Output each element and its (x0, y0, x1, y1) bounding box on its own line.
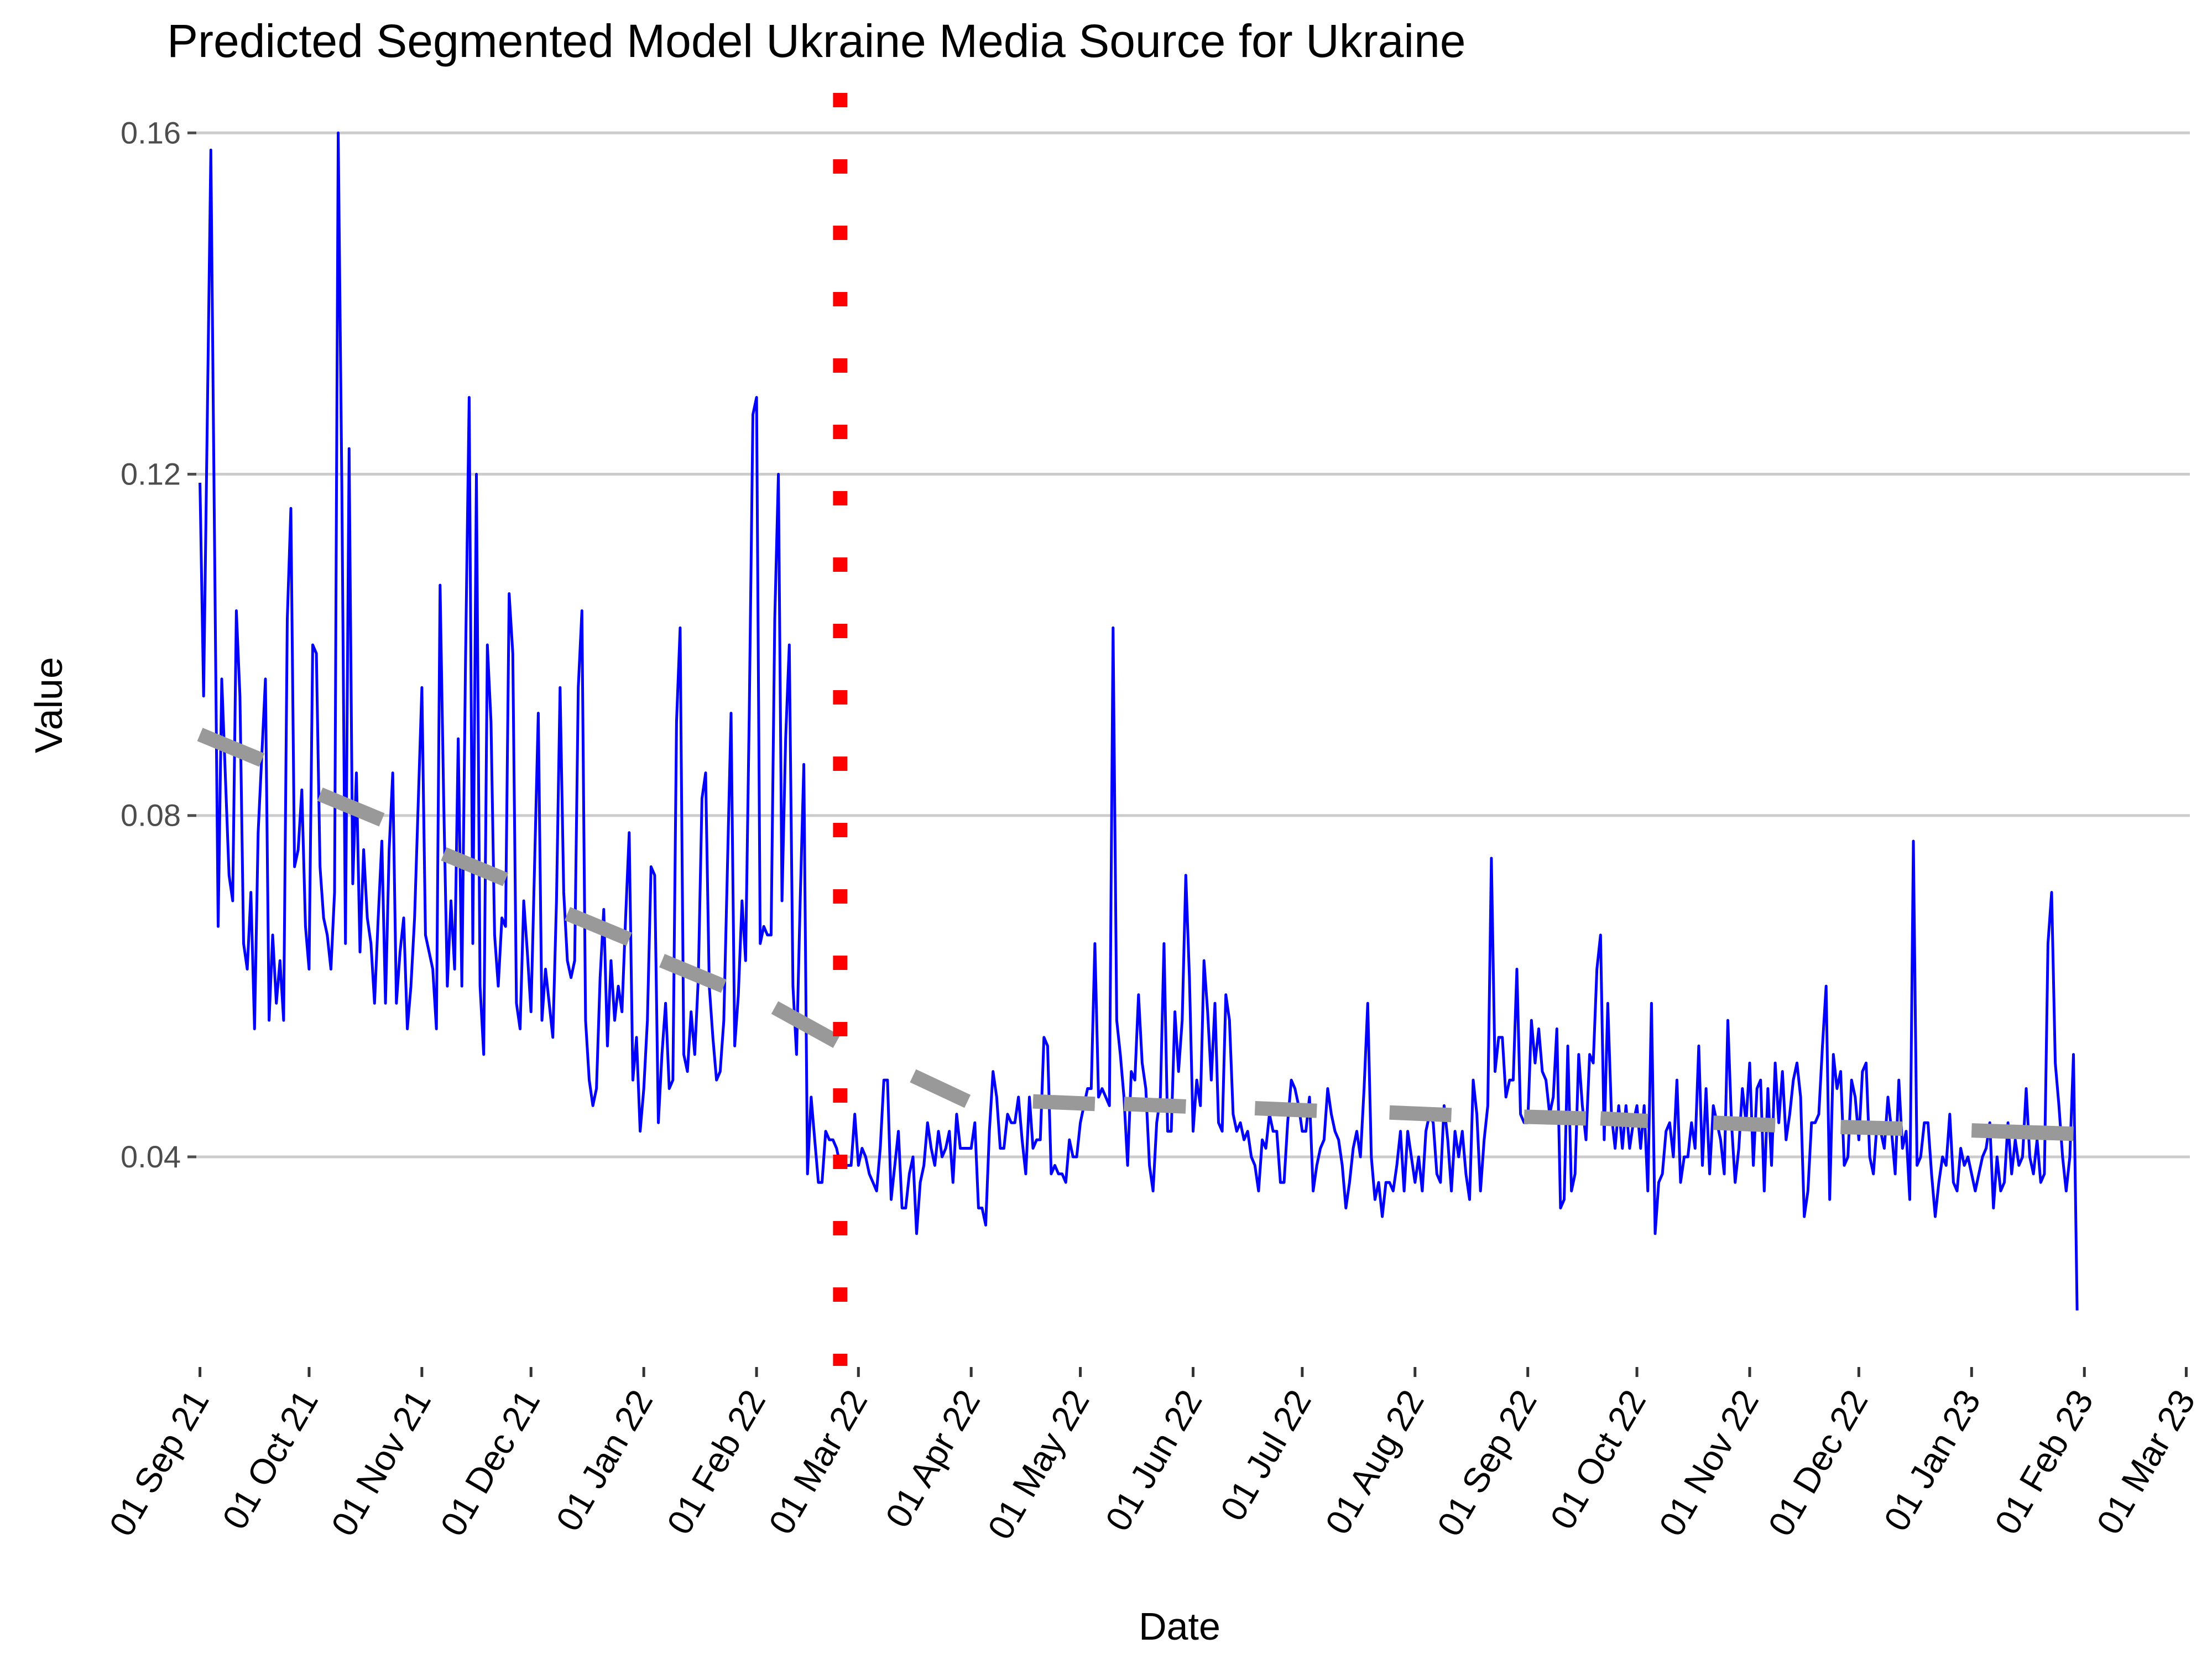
x-tick-label-2: 01 Nov 21 (324, 1383, 439, 1543)
chart-title: Predicted Segmented Model Ukraine Media … (167, 15, 1466, 67)
y-tick-label-0: 0.04 (121, 1139, 181, 1174)
y-tick-label-2: 0.12 (121, 457, 181, 492)
x-tick-label-15: 01 Dec 22 (1760, 1383, 1875, 1543)
x-tick-label-6: 01 Mar 22 (761, 1383, 875, 1541)
y-axis-title: Value (27, 657, 70, 753)
fitted-segment-9 (1254, 1101, 1317, 1118)
x-tick-label-1: 01 Oct 21 (215, 1383, 326, 1536)
fitted-segment-8 (1123, 1097, 1186, 1114)
fitted-segment-3 (565, 907, 632, 946)
x-tick-label-10: 01 Jul 22 (1213, 1383, 1319, 1527)
x-tick-label-18: 01 Mar 23 (2089, 1383, 2203, 1541)
fitted-segment-5 (771, 1001, 841, 1048)
x-tick-label-17: 01 Feb 23 (1987, 1383, 2101, 1541)
x-tick-label-5: 01 Feb 22 (659, 1383, 773, 1541)
fitted-segment-13 (1713, 1115, 1776, 1133)
fitted-segment-15 (1971, 1123, 2074, 1141)
y-axis: 0.04 0.08 0.12 0.16 (121, 115, 196, 1174)
x-tick-label-9: 01 Jun 22 (1098, 1383, 1210, 1537)
x-tick-label-12: 01 Sep 22 (1430, 1383, 1545, 1543)
fitted-segment-11 (1524, 1109, 1587, 1126)
fitted-segment-1 (317, 787, 385, 827)
fitted-segment-2 (441, 847, 509, 886)
fitted-segment-10 (1389, 1105, 1452, 1123)
x-tick-label-7: 01 Apr 22 (878, 1383, 988, 1534)
x-axis-title: Date (1139, 1605, 1220, 1648)
x-tick-label-0: 01 Sep 21 (101, 1383, 216, 1543)
fitted-segment-0 (197, 728, 265, 767)
y-tick-label-1: 0.08 (121, 798, 181, 833)
x-tick-label-3: 01 Dec 21 (432, 1383, 547, 1543)
observed-series-line (199, 131, 2079, 1311)
x-tick-label-13: 01 Oct 22 (1542, 1383, 1653, 1536)
fitted-segments (197, 728, 2074, 1141)
x-tick-label-16: 01 Jan 23 (1876, 1383, 1989, 1537)
fitted-segment-6 (910, 1069, 971, 1108)
fitted-segment-7 (1032, 1094, 1095, 1112)
fitted-segment-4 (659, 954, 727, 993)
gridlines (196, 131, 2190, 1159)
observed-series (199, 131, 2079, 1311)
fitted-segment-14 (1840, 1119, 1903, 1136)
x-tick-label-11: 01 Aug 22 (1317, 1383, 1431, 1541)
y-tick-label-3: 0.16 (121, 115, 181, 150)
fitted-segment-12 (1600, 1111, 1648, 1129)
x-tick-label-14: 01 Nov 22 (1651, 1383, 1766, 1543)
x-tick-label-8: 01 May 22 (980, 1383, 1097, 1546)
x-tick-label-4: 01 Jan 22 (548, 1383, 660, 1537)
